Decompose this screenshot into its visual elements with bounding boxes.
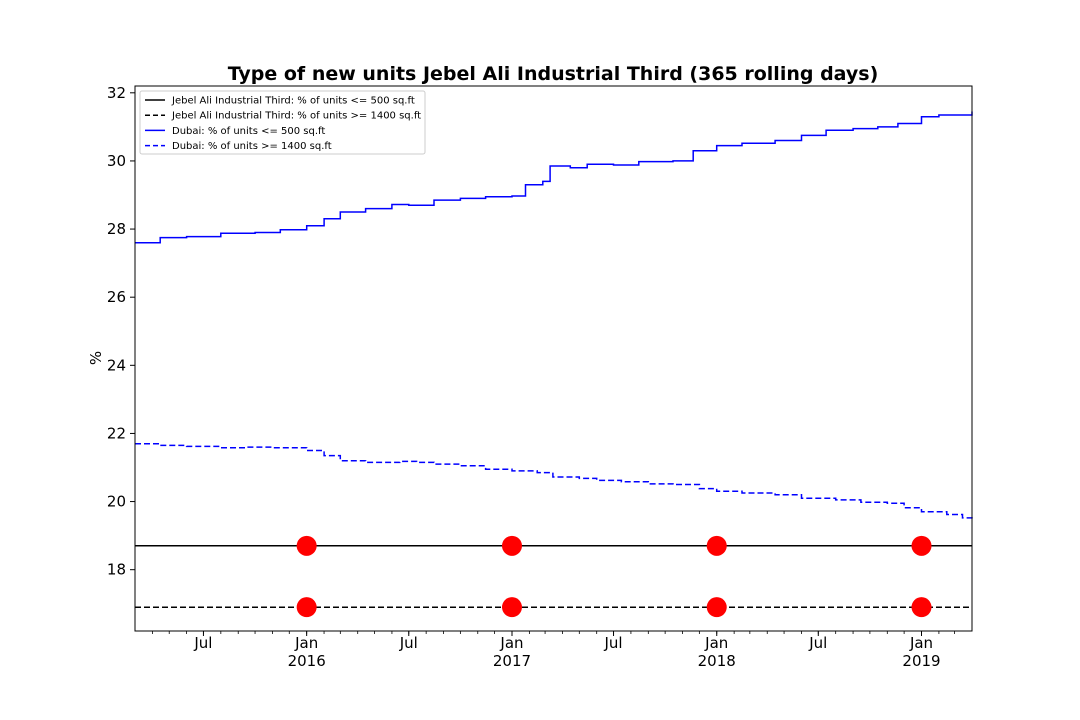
x-tick-label: Jul: [808, 634, 827, 652]
y-tick-label: 22: [107, 424, 126, 442]
y-tick-label: 26: [107, 288, 126, 306]
marker-point: [501, 597, 522, 618]
y-tick-label: 30: [107, 152, 126, 170]
y-tick-label: 20: [107, 493, 126, 511]
marker-point: [911, 535, 932, 556]
marker-point: [296, 597, 317, 618]
y-tick-label: 24: [107, 356, 126, 374]
legend-label-3: Dubai: % of units <= 500 sq.ft: [172, 126, 325, 137]
x-tick-label: Jul: [603, 634, 622, 652]
y-tick-label: 32: [107, 84, 126, 102]
marker-point: [501, 535, 522, 556]
plot-area: [135, 86, 972, 631]
marker-point: [706, 597, 727, 618]
y-axis: 18 20 22 24 26 28 30 32: [107, 84, 135, 579]
legend-box: [139, 90, 426, 155]
x-tick-label: Jan: [704, 634, 728, 652]
x-tick-year-label: 2016: [288, 652, 326, 670]
y-tick-label: 28: [107, 220, 126, 238]
x-tick-label: Jul: [399, 634, 418, 652]
plot-frame: [134, 85, 973, 632]
x-tick-year-label: 2019: [902, 652, 940, 670]
marker-point: [296, 535, 317, 556]
legend-label-2: Jebel Ali Industrial Third: % of units >…: [171, 111, 421, 122]
series-line-3: [135, 111, 973, 244]
series-line-4: [135, 442, 973, 520]
legend-label-4: Dubai: % of units >= 1400 sq.ft: [172, 141, 332, 152]
legend: Jebel Ali Industrial Third: % of units <…: [139, 90, 426, 155]
marker-layer: [296, 535, 932, 618]
x-tick-label: Jul: [193, 634, 212, 652]
legend-label-1: Jebel Ali Industrial Third: % of units <…: [171, 96, 415, 107]
x-tick-label: Jan: [294, 634, 318, 652]
x-tick-year-label: 2018: [698, 652, 736, 670]
x-tick-label: Jan: [499, 634, 523, 652]
x-tick-label: Jan: [909, 634, 933, 652]
x-tick-year-label: 2017: [493, 652, 531, 670]
y-axis-label: %: [87, 351, 105, 365]
chart-title: Type of new units Jebel Ali Industrial T…: [228, 63, 879, 85]
y-tick-label: 18: [107, 561, 126, 579]
series-layer: [135, 111, 973, 608]
marker-point: [706, 535, 727, 556]
marker-point: [911, 597, 932, 618]
